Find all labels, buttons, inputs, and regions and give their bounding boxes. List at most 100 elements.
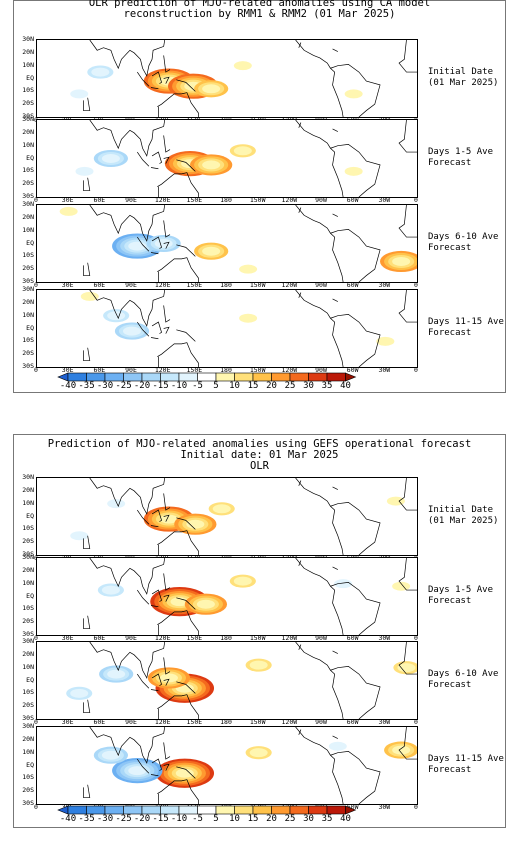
colorbar-tick-label: -20 [133,814,151,824]
coastline [151,151,162,164]
lon-tick-label: 120W [281,718,298,726]
lon-tick-label: 0 [414,196,418,204]
lon-tick-label: 30W [378,634,391,642]
anomaly-field [70,478,417,555]
lat-tick-label: 20S [22,537,34,546]
coastline [150,774,159,777]
lon-tick-label: 0 [34,366,38,374]
lon-tick-label: 150W [249,281,266,289]
lon-tick-label: 30E [61,634,74,642]
coastline [332,650,338,654]
lat-tick-label: 20N [22,297,34,306]
coastline [83,262,91,276]
colorbar-swatch [123,805,143,815]
anomaly-contour [107,311,126,321]
coastline [298,122,302,128]
colorbar-tick-label: -15 [152,814,169,824]
coastline [150,605,159,608]
lon-tick-label: 0 [34,281,38,289]
lon-tick-label: 180 [220,634,232,642]
lat-tick-label: 20N [22,47,34,56]
colorbar-swatch [215,805,235,815]
colorbar-tick-label: -10 [170,381,188,391]
colorbar-tick-label: -30 [96,381,114,391]
panel-label: Days 6-10 Ave [428,232,499,242]
lat-tick-label: 30S [22,630,34,638]
coastline [398,727,417,760]
coastline [83,347,91,361]
colorbar-tick-label: 25 [284,381,296,391]
colorbar-tick-label: 30 [303,381,314,391]
coastline [176,244,196,257]
anomaly-contour [75,166,94,176]
lon-tick-label: 60W [346,634,359,642]
lon-tick-label: 90E [125,196,137,204]
colorbar-swatch [197,805,217,815]
coastline [298,560,302,566]
colorbar-tick-label: 5 [213,381,219,391]
panel-label: Initial Date [428,67,494,77]
panel-label: Forecast [428,680,472,690]
anomaly-contour [376,336,395,346]
lat-tick-label: 10N [22,60,34,69]
lat-tick-label: 10S [22,166,34,175]
coastline [136,589,150,605]
lon-tick-label: 90E [125,718,137,726]
lon-tick-label: 150W [249,634,266,642]
coastline [298,644,302,650]
figure-title-line-2: Initial date: 01 Mar 2025 [180,449,339,461]
lon-tick-label: 30W [378,366,391,374]
anomaly-contour [59,206,78,216]
anomaly-field [83,727,417,804]
lat-tick-label: 30S [22,799,34,807]
coastline [151,589,162,602]
panel-label: Forecast [428,158,472,168]
anomaly-contour [386,496,405,506]
lat-tick-label: 20S [22,349,34,358]
anomaly-contour [233,576,252,586]
map-panel [36,119,418,198]
coastline [176,681,196,694]
coastline [151,673,162,686]
lat-tick-label: 20S [22,179,34,188]
coastline [295,478,344,555]
coastline [83,177,91,191]
lat-tick-label: 30S [22,362,34,370]
coastline [163,493,171,511]
coastline [136,71,150,87]
coastline [295,205,344,282]
coastline [163,156,170,164]
coastline [163,305,171,323]
colorbar-tick-label: 10 [229,814,240,824]
coastline [398,558,417,591]
coastline [163,241,170,249]
lat-tick-label: EQ [26,591,34,600]
lon-tick-label: 180 [220,196,232,204]
lat-tick-label: 20N [22,485,34,494]
anomaly-contour [233,61,252,71]
anomaly-contour [196,599,215,609]
lat-tick-label: 30N [22,553,34,561]
coastline [163,657,171,675]
lon-tick-label: 120W [281,281,298,289]
colorbar-swatch [178,372,198,382]
colorbar-tick-label: -30 [96,814,114,824]
lat-tick-label: EQ [26,511,34,520]
lat-tick-label: 20S [22,617,34,626]
lat-tick-label: 30N [22,285,34,293]
anomaly-contour [159,514,178,524]
coastline [332,566,338,570]
lon-tick-label: 30E [61,281,74,289]
colorbar-swatch [234,372,254,382]
coastline [89,290,166,327]
anomaly-contour [344,89,363,99]
coastline [151,758,162,771]
lon-tick-label: 90E [125,281,137,289]
coastline [150,337,159,340]
lat-tick-label: 20N [22,212,34,221]
coastline [295,642,344,719]
anomaly-contour [233,146,252,156]
anomaly-field [66,642,417,719]
lat-tick-label: 20N [22,649,34,658]
anomaly-contour [344,166,363,176]
